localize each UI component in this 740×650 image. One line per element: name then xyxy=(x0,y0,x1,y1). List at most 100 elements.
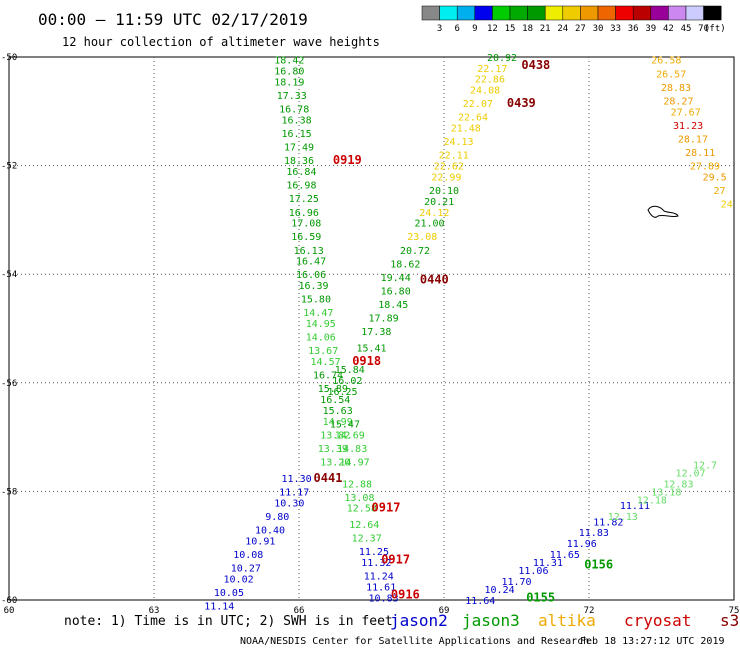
legend-altika: altika xyxy=(538,611,596,630)
scale-value: 45 xyxy=(681,24,692,34)
wave-height-label: 13.08 xyxy=(344,493,374,504)
scale-value: 18 xyxy=(522,24,533,34)
wave-height-label: 13.20 xyxy=(320,458,350,469)
wave-height-label: 10.02 xyxy=(224,574,254,585)
scale-value: 6 xyxy=(454,24,459,34)
grid-lines xyxy=(9,57,734,600)
wave-height-label: 11.31 xyxy=(533,558,563,569)
wave-height-label: 10.27 xyxy=(231,563,261,574)
wave-height-label: 13.67 xyxy=(308,346,338,357)
wave-height-label: 10.40 xyxy=(255,525,285,536)
wave-height-label: 29.5 xyxy=(703,172,727,183)
wave-height-label: 15.47 xyxy=(330,420,360,431)
footer-note: note: 1) Time is in UTC; 2) SWH is in fe… xyxy=(64,614,393,629)
wave-height-label: 28.83 xyxy=(661,83,691,94)
scale-value: 21 xyxy=(540,24,551,34)
wave-height-label: 22.86 xyxy=(475,75,505,86)
legend-cryosat: cryosat xyxy=(624,611,691,630)
wave-height-label: 24.13 xyxy=(443,137,473,148)
wave-height-label: 11.17 xyxy=(279,487,309,498)
wave-height-label: 20.72 xyxy=(400,246,430,257)
wave-height-label: 16.59 xyxy=(291,232,321,243)
wave-height-label: 26.57 xyxy=(656,69,686,80)
wave-height-label: 11.25 xyxy=(359,547,389,558)
scale-unit: (ft) xyxy=(704,24,726,34)
wave-height-label: 11.30 xyxy=(282,474,312,485)
wave-height-label: 13.39 xyxy=(318,444,348,455)
wave-height-label: 10.91 xyxy=(245,536,275,547)
wave-height-label: 17.33 xyxy=(277,91,307,102)
scale-swatch xyxy=(456,5,476,21)
wave-height-label: 22.62 xyxy=(434,162,464,173)
wave-height-label: 14.99 xyxy=(323,417,353,428)
scale-value: 33 xyxy=(610,24,621,34)
wave-height-label: 15.84 xyxy=(335,365,365,376)
y-tick-label: -50 xyxy=(1,53,17,63)
wave-height-label: 15.80 xyxy=(301,295,331,306)
wave-height-label: 27.89 xyxy=(690,162,720,173)
y-tick-label: -58 xyxy=(1,487,17,497)
wave-height-label: 16.13 xyxy=(294,246,324,257)
wave-height-label: 28.27 xyxy=(663,96,693,107)
wave-height-label: 12.7 xyxy=(693,460,717,471)
wave-height-label: 21.00 xyxy=(414,219,444,230)
wave-height-label: 16.98 xyxy=(286,181,316,192)
scale-value: 15 xyxy=(505,24,516,34)
wave-height-label: 12.88 xyxy=(342,479,372,490)
pass-time-labels: 0438 0439 0919 0440 0918 0441 0917 0917 0916 0156… xyxy=(314,58,614,604)
scale-swatch xyxy=(544,5,564,21)
wave-height-label: 20.21 xyxy=(424,197,454,208)
footer-credit: NOAA/NESDIS Center for Satellite Applica… xyxy=(240,636,589,647)
plot-border xyxy=(8,56,735,601)
scale-swatch xyxy=(615,5,634,21)
wave-height-label: 14.47 xyxy=(303,308,333,319)
pass-time-label: 0919 xyxy=(333,153,362,167)
wave-height-label: 11.11 xyxy=(620,501,650,512)
y-tick-label: -56 xyxy=(1,379,17,389)
wave-height-label: 27 xyxy=(713,186,725,197)
wave-height-label: 16.84 xyxy=(286,167,316,178)
wave-height-label: 11.14 xyxy=(204,601,234,612)
x-tick-label: 72 xyxy=(584,606,595,616)
wave-height-label: 12.07 xyxy=(675,468,705,479)
legend-s3a: s3a xyxy=(720,611,740,630)
wave-height-label: 18.62 xyxy=(390,259,420,270)
legend-jason3: jason3 xyxy=(462,611,520,630)
wave-height-label: 17.08 xyxy=(291,219,321,230)
wave-height-label: 10.30 xyxy=(274,498,304,509)
wave-height-label: 12.64 xyxy=(349,520,379,531)
wave-height-label: 28.11 xyxy=(685,148,715,159)
x-tick-label: 69 xyxy=(439,606,450,616)
pass-time-label: 0917 xyxy=(381,552,410,566)
pass-time-label: 0917 xyxy=(372,501,401,515)
wave-height-label: 14.57 xyxy=(311,357,341,368)
wave-height-label: 17.25 xyxy=(289,194,319,205)
wave-height-label: 18.19 xyxy=(274,77,304,88)
wave-height-label: 16.38 xyxy=(282,115,312,126)
wave-height-label: 22.99 xyxy=(431,172,461,183)
wave-height-label: 11.61 xyxy=(366,582,396,593)
wave-height-label: 22.11 xyxy=(439,151,469,162)
wave-height-label: 27.67 xyxy=(671,107,701,118)
wave-height-label: 14.06 xyxy=(306,333,336,344)
wave-height-label: 16.78 xyxy=(279,105,309,116)
scale-swatch xyxy=(527,5,546,21)
wave-height-label: 31.23 xyxy=(673,121,703,132)
wave-height-label: 19.44 xyxy=(381,273,411,284)
wave-height-points: 18.4216.8018.1917.3316.7816.3816.1517.49… xyxy=(204,53,733,612)
scale-swatch xyxy=(632,5,652,21)
wave-height-label: 28.17 xyxy=(678,134,708,145)
scale-value: 36 xyxy=(628,24,639,34)
scale-value: 42 xyxy=(663,24,674,34)
wave-height-label: 11.32 xyxy=(361,558,391,569)
wave-height-label: 12.37 xyxy=(352,534,382,545)
scale-value: 12 xyxy=(487,24,498,34)
scale-swatch xyxy=(668,5,687,21)
wave-height-label: 16.06 xyxy=(296,270,326,281)
pass-time-label: 0441 xyxy=(314,471,343,485)
y-tick-label: -60 xyxy=(1,596,17,606)
scale-swatch xyxy=(580,5,599,21)
wave-height-label: 16.80 xyxy=(381,286,411,297)
wave-height-label: 11.24 xyxy=(364,572,394,583)
